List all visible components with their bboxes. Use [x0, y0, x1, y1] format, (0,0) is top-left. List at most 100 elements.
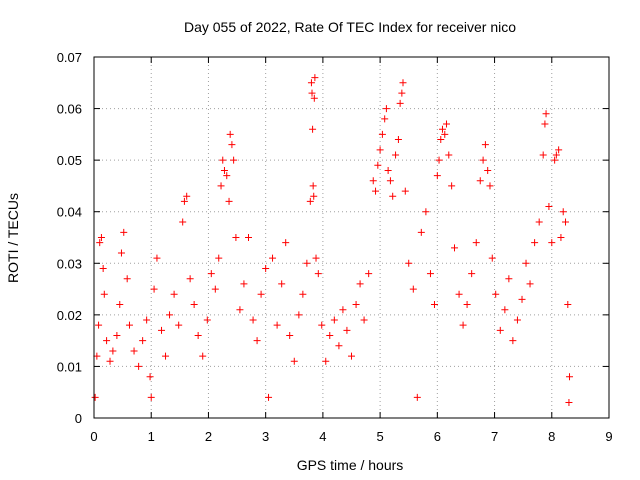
data-point [542, 110, 550, 118]
data-point [435, 156, 443, 164]
data-point [146, 373, 154, 381]
data-point [372, 187, 380, 195]
data-point [180, 197, 188, 205]
data-point [468, 270, 476, 278]
data-point [356, 280, 364, 288]
data-point [95, 321, 103, 329]
data-point [389, 192, 397, 200]
data-point [303, 259, 311, 267]
x-tick-label: 0 [90, 429, 97, 444]
data-point [123, 275, 131, 283]
data-point [100, 290, 108, 298]
data-point [518, 295, 526, 303]
data-point [417, 228, 425, 236]
data-point [409, 285, 417, 293]
data-point [451, 244, 458, 252]
data-point [225, 197, 233, 205]
data-point [360, 316, 368, 324]
data-point [486, 182, 494, 190]
data-point [326, 331, 334, 339]
data-point [211, 285, 219, 293]
data-point [309, 182, 317, 190]
data-point [262, 264, 270, 272]
data-point [352, 301, 360, 309]
data-point [253, 337, 261, 345]
data-point [150, 285, 158, 293]
data-point [220, 166, 228, 174]
data-point [158, 326, 166, 334]
data-point [488, 254, 496, 262]
data-point [307, 79, 315, 87]
data-point [551, 156, 559, 164]
data-point [290, 357, 298, 365]
x-tick-labels: 0 1 2 3 4 5 6 7 8 9 [90, 429, 612, 444]
x-tick-label: 6 [434, 429, 441, 444]
data-point [295, 311, 303, 319]
data-point [203, 316, 211, 324]
data-point [308, 89, 316, 97]
y-tick-label: 0.04 [57, 205, 82, 220]
y-tick-label: 0.06 [57, 102, 82, 117]
data-point [552, 151, 560, 159]
data-point [531, 239, 539, 247]
x-tick-label: 7 [491, 429, 498, 444]
data-point [130, 347, 138, 355]
data-point [215, 254, 223, 262]
data-point [401, 187, 409, 195]
data-point [374, 161, 382, 169]
data-point [459, 321, 467, 329]
data-point [381, 115, 389, 123]
data-point [548, 239, 556, 247]
y-tick-label: 0.03 [57, 256, 82, 271]
data-point [526, 280, 534, 288]
data-point [396, 99, 404, 107]
data-point [109, 347, 117, 355]
data-point [555, 146, 563, 154]
data-point [106, 357, 114, 365]
data-point [230, 156, 238, 164]
data-point [422, 208, 430, 216]
data-point [339, 306, 347, 314]
data-point [394, 136, 402, 144]
axis-ticks [93, 56, 610, 419]
data-point [311, 74, 319, 82]
data-point [183, 192, 191, 200]
data-point [369, 177, 377, 185]
x-tick-label: 9 [605, 429, 612, 444]
data-point [382, 105, 390, 113]
data-point [484, 166, 492, 174]
x-tick-label: 1 [148, 429, 155, 444]
data-point [97, 234, 105, 241]
data-point [273, 321, 281, 329]
data-point [170, 290, 178, 298]
data-point [190, 301, 198, 309]
data-point [286, 331, 294, 339]
data-point [207, 270, 215, 278]
data-point [559, 208, 567, 216]
data-points [91, 74, 574, 407]
data-point [481, 141, 489, 149]
plot-frame [93, 56, 610, 419]
data-point [217, 182, 225, 190]
y-tick-label: 0.05 [57, 153, 82, 168]
data-point [162, 352, 170, 360]
data-point [501, 306, 509, 314]
data-point [139, 337, 147, 345]
data-point [562, 218, 570, 226]
data-point [330, 316, 338, 324]
data-point [282, 239, 290, 247]
data-point [509, 337, 517, 345]
data-point [310, 192, 318, 200]
y-tick-label: 0 [75, 411, 82, 426]
data-point [386, 177, 394, 185]
data-point [445, 151, 453, 159]
data-point [472, 239, 480, 247]
data-point [384, 166, 392, 174]
data-point [135, 362, 143, 370]
data-point [426, 270, 434, 278]
data-point [179, 218, 187, 226]
data-point [318, 321, 326, 329]
data-point [433, 172, 441, 180]
data-point [91, 393, 99, 401]
data-point [175, 321, 183, 329]
